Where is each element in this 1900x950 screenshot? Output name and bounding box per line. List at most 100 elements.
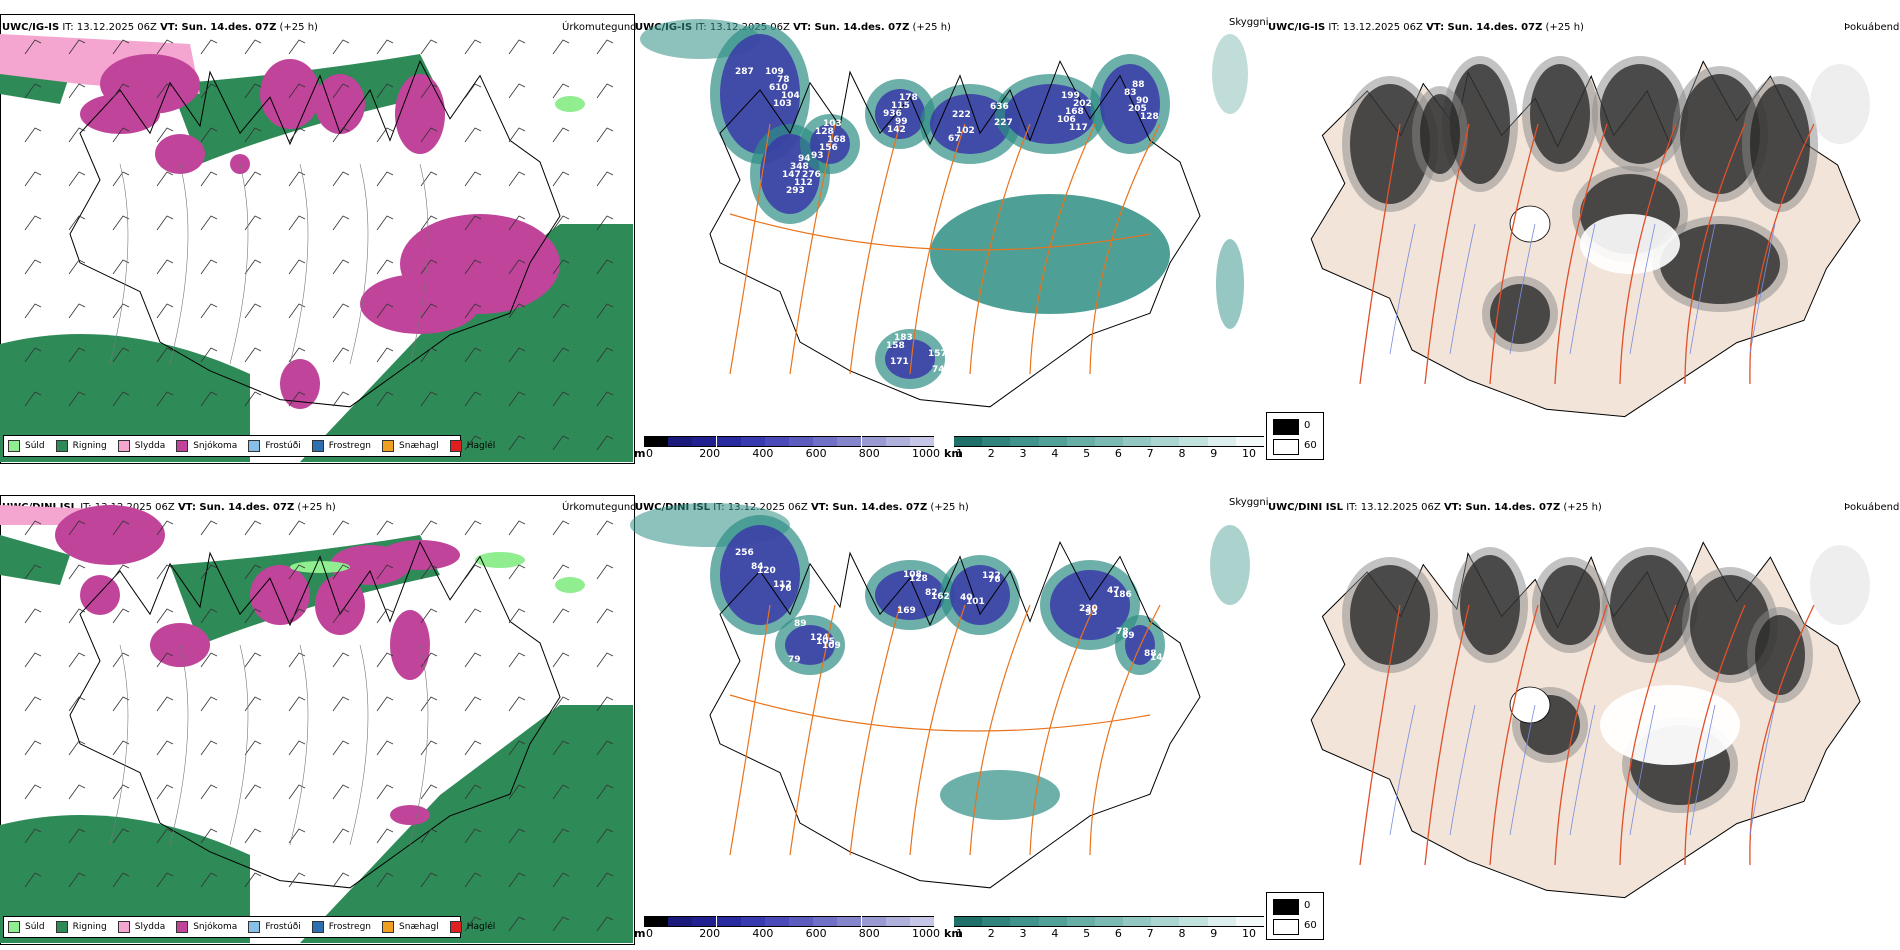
cloud-base-label: 741 <box>932 365 951 375</box>
lead-time: (+25 h) <box>930 502 969 513</box>
legend-item: Slydda <box>117 921 166 933</box>
init-time: IT: 13.12.2025 06Z <box>1346 502 1441 513</box>
valid-time: VT: Sun. 14.des. 07Z <box>160 22 277 33</box>
cloud-base-label: 120 <box>757 566 776 576</box>
colorbar-segment <box>789 436 814 447</box>
cloud-base-label: 79 <box>788 655 801 665</box>
colorbar-segment <box>789 916 814 927</box>
legend-label: Súld <box>25 922 45 932</box>
colorbar-segment <box>740 436 765 447</box>
cloud-map: 2872761781022021281681831049499222117901… <box>640 19 1248 408</box>
cloud-base-label: 636 <box>990 102 1009 112</box>
colorbar-segment <box>954 916 983 927</box>
legend-label: Snæhagl <box>399 441 439 451</box>
cloud-base-label: 199 <box>1061 91 1080 101</box>
cloud-base-label: 168 <box>827 135 846 145</box>
cloud-base-label: 157 <box>928 349 947 359</box>
cloud-panel-name-top: Skyggni <box>1229 17 1269 28</box>
cloud-base-label: 117 <box>1069 123 1088 133</box>
fog-scale-bottom: 0 60 <box>1266 892 1324 940</box>
lead-time: (+25 h) <box>297 502 336 513</box>
colorbar-tick: 3 <box>1019 927 1027 940</box>
colorbar-segment <box>644 916 669 927</box>
cloud-base-label: 67 <box>948 134 961 144</box>
colorbar-tick: 6 <box>1114 447 1122 460</box>
colorbar-segment <box>1179 916 1208 927</box>
colorbar-segment <box>861 436 886 447</box>
valid-time: VT: Sun. 14.des. 07Z <box>810 502 928 513</box>
legend-label: Frostúði <box>265 441 301 451</box>
fog-map <box>1310 56 1870 418</box>
colorbar-tick: 10 <box>1242 927 1256 940</box>
fog-panel-name-top: Þokuábendi <box>1844 22 1900 33</box>
colorbar-segment <box>740 916 765 927</box>
legend-swatch <box>55 921 68 933</box>
colorbar-segment <box>764 436 789 447</box>
legend-label: Snjókoma <box>193 441 238 451</box>
colorbar-segment <box>1010 436 1039 447</box>
cloud-base-label: 106 <box>1057 115 1076 125</box>
precip-legend-bottom: Súld Rigning Slydda Snjókoma Frostúði Frostre… <box>3 916 495 938</box>
cloud-base-label: 186 <box>1113 590 1132 600</box>
colorbar-segment <box>1179 436 1208 447</box>
cloud-base-label: 169 <box>897 606 916 616</box>
init-time: IT: 13.12.2025 06Z <box>713 502 808 513</box>
precip-legend-top: Súld Rigning Slydda Snjókoma Frostúði Frostre… <box>3 435 495 457</box>
colorbar-tick: 800 <box>858 447 880 460</box>
legend-label: Slydda <box>134 922 166 932</box>
colorbar-segment <box>716 436 741 447</box>
cloud-base-label: 93 <box>1085 608 1098 618</box>
legend-item: Frostúði <box>248 440 301 452</box>
colorbar-tick: 3 <box>1019 447 1027 460</box>
colorbar-tick: 0 <box>646 447 653 460</box>
colorbar-segment <box>982 916 1011 927</box>
colorbar-tick: 600 <box>805 927 827 940</box>
fog-label-top-value: 0 <box>1304 420 1311 431</box>
precip-panel-name-top: Úrkomutegund <box>562 22 637 33</box>
height-colorbar-top: m 0 200 400 600 800 1000 <box>634 436 940 462</box>
colorbar-segment <box>1066 916 1095 927</box>
legend-swatch <box>449 921 462 933</box>
cloud-base-label: 101 <box>966 597 985 607</box>
legend-swatch <box>449 440 462 452</box>
cloud-base-label: 158 <box>886 341 905 351</box>
cloud-base-label: 162 <box>931 592 950 602</box>
legend-item: Rigning <box>55 440 107 452</box>
height-colorbar-bottom: m 0 200 400 600 800 1000 <box>634 916 940 942</box>
colorbar-segment <box>909 436 934 447</box>
colorbar-tick: 9 <box>1210 447 1218 460</box>
cloud-base-label: 128 <box>909 574 928 584</box>
colorbar-tick: 8 <box>1178 447 1186 460</box>
cloud-base-label: 147 <box>782 170 801 180</box>
colorbar-tick: 7 <box>1146 447 1154 460</box>
fog-map <box>1310 541 1870 899</box>
colorbar-segment <box>1094 916 1124 927</box>
cloud-base-label: 78 <box>1116 627 1129 637</box>
cloud-base-label: 171 <box>890 357 909 367</box>
cloud-base-label: 69 <box>1122 631 1135 641</box>
legend-swatch <box>176 921 189 933</box>
legend-item: Snjókoma <box>176 440 237 452</box>
legend-swatch <box>117 921 130 933</box>
cloud-base-label: 88 <box>1144 649 1157 659</box>
legend-swatch <box>55 440 68 452</box>
colorbar-tick: 400 <box>752 927 774 940</box>
lead-time: (+25 h) <box>912 22 951 33</box>
colorbar-segment <box>861 916 886 927</box>
cloud-base-label: 124 <box>810 633 829 643</box>
cloud-panel-name-bottom: Skyggni <box>1229 497 1269 508</box>
legend-item: Frostregn <box>311 440 371 452</box>
cloud-base-label: 287 <box>735 67 754 77</box>
legend-swatch <box>8 921 20 933</box>
colorbar-tick: 400 <box>752 447 774 460</box>
legend-item: Slydda <box>117 440 165 452</box>
fog-label-bottom-value: 60 <box>1304 920 1317 931</box>
colorbar-tick: 2 <box>987 447 995 460</box>
valid-time: VT: Sun. 14.des. 07Z <box>1443 502 1561 513</box>
legend-label: Súld <box>25 441 45 451</box>
colorbar-segment <box>692 916 717 927</box>
cloud-base-label: 115 <box>891 101 910 111</box>
cloud-base-label: 222 <box>952 110 971 120</box>
cloud-base-label: 109 <box>765 67 784 77</box>
cloud-base-label: 256 <box>735 548 754 558</box>
